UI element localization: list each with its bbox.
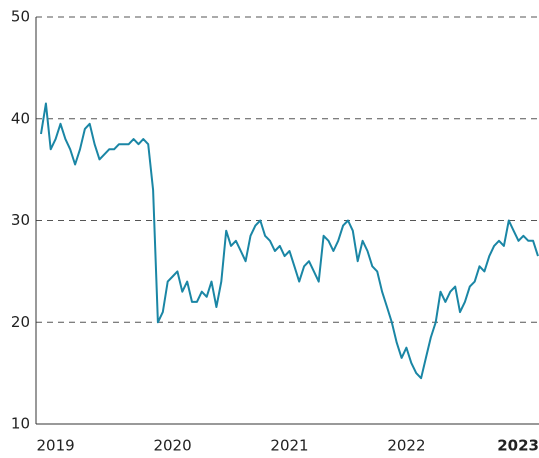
x-tick-label: 2023 bbox=[497, 437, 539, 455]
y-tick-label: 40 bbox=[11, 109, 30, 127]
y-tick-label: 30 bbox=[11, 211, 30, 229]
x-tick-label: 2022 bbox=[387, 437, 425, 455]
y-tick-label: 20 bbox=[11, 313, 30, 331]
x-tick-label: 2020 bbox=[153, 437, 191, 455]
line bbox=[40, 102, 539, 380]
x-tick-label: 2021 bbox=[270, 437, 308, 455]
y-tick-label: 10 bbox=[11, 415, 30, 433]
x-tick-label: 2019 bbox=[37, 437, 75, 455]
y-tick-label: 50 bbox=[11, 8, 30, 26]
